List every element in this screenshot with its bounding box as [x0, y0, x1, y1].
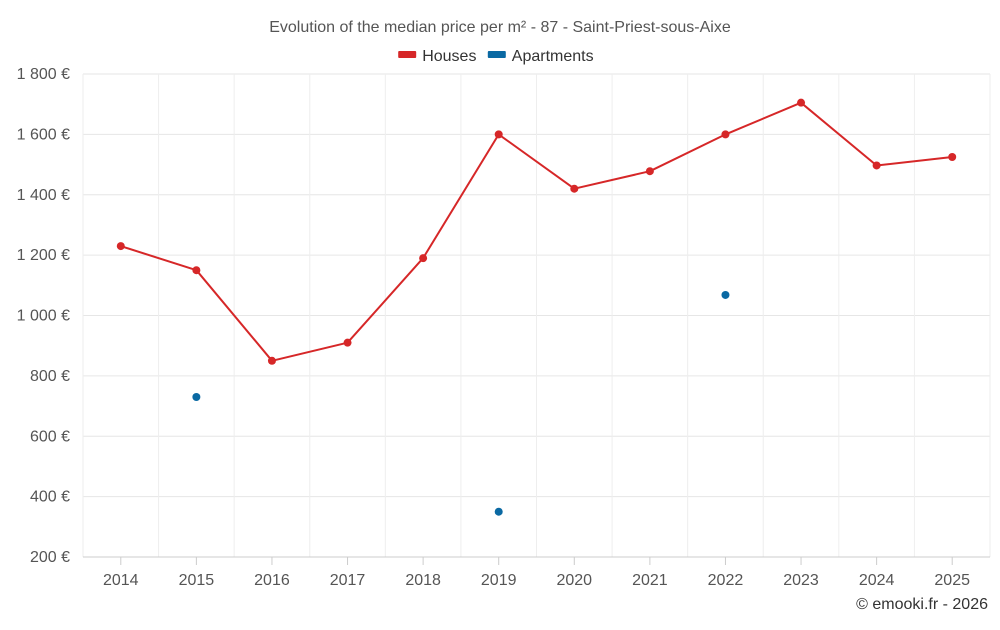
x-tick-label: 2022	[708, 572, 744, 589]
x-tick-label: 2015	[179, 572, 215, 589]
legend-swatch-apartments	[487, 51, 506, 58]
data-point-houses[interactable]	[797, 98, 806, 107]
x-tick-label: 2018	[405, 572, 441, 589]
chart-title: Evolution of the median price per m² - 8…	[269, 19, 731, 36]
data-point-houses[interactable]	[948, 153, 957, 162]
y-tick-label: 800 €	[30, 368, 70, 385]
x-tick-label: 2020	[556, 572, 592, 589]
data-point-houses[interactable]	[343, 338, 352, 347]
data-point-houses[interactable]	[419, 254, 428, 263]
y-tick-label: 1 600 €	[17, 126, 70, 143]
x-tick-label: 2025	[934, 572, 970, 589]
data-point-houses[interactable]	[872, 161, 881, 170]
x-tick-label: 2019	[481, 572, 517, 589]
y-tick-label: 600 €	[30, 428, 70, 445]
data-point-houses[interactable]	[267, 356, 276, 365]
data-point-houses[interactable]	[721, 130, 730, 139]
data-point-apartments[interactable]	[494, 507, 503, 516]
legend-swatch-houses	[398, 51, 417, 58]
y-tick-label: 1 800 €	[17, 66, 70, 83]
y-tick-label: 1 200 €	[17, 247, 70, 264]
x-tick-label: 2016	[254, 572, 290, 589]
data-point-houses[interactable]	[570, 184, 579, 193]
legend-label-apartments[interactable]: Apartments	[512, 48, 594, 65]
axes: 200 € 400 € 600 € 800 € 1 000 € 1 200 € 1 400 …	[17, 66, 990, 589]
legend-label-houses[interactable]: Houses	[422, 48, 476, 65]
legend: Houses Apartments	[398, 48, 594, 65]
data-point-apartments[interactable]	[192, 393, 201, 402]
x-tick-label: 2024	[859, 572, 895, 589]
grid	[82, 73, 991, 557]
x-tick-label: 2017	[330, 572, 366, 589]
credit-text: © emooki.fr - 2026	[856, 596, 988, 613]
data-point-apartments[interactable]	[721, 290, 730, 299]
data-point-houses[interactable]	[116, 242, 125, 251]
series-line-houses	[120, 101, 953, 362]
x-tick-label: 2021	[632, 572, 668, 589]
data-point-houses[interactable]	[494, 130, 503, 139]
y-tick-label: 1 400 €	[17, 187, 70, 204]
y-tick-label: 400 €	[30, 489, 70, 506]
data-point-houses[interactable]	[645, 167, 654, 176]
x-tick-label: 2014	[103, 572, 139, 589]
series-layer	[116, 98, 957, 516]
data-point-houses[interactable]	[192, 266, 201, 275]
x-tick-label: 2023	[783, 572, 819, 589]
y-tick-label: 200 €	[30, 549, 70, 566]
y-tick-label: 1 000 €	[17, 308, 70, 325]
